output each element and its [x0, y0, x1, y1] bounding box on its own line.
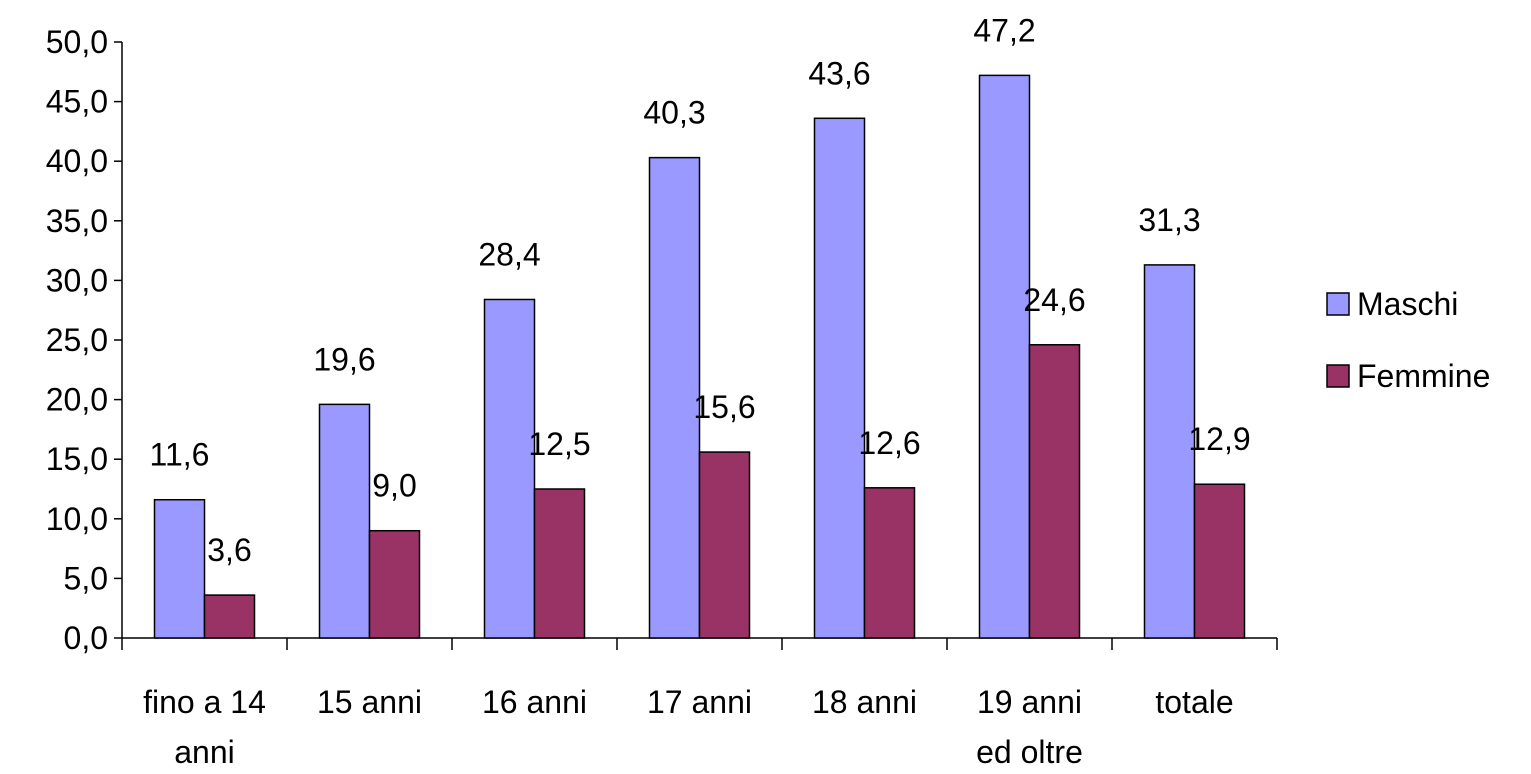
data-label-maschi: 43,6	[808, 55, 870, 91]
data-label-maschi: 28,4	[478, 236, 540, 272]
bar-maschi	[1143, 264, 1196, 639]
y-tick-label: 10,0	[46, 501, 108, 537]
data-label-femmine: 12,6	[858, 425, 920, 461]
bar-maschi	[813, 117, 866, 639]
x-axis: fino a 14 anni 15 anni 16 anni 17 anni 18 ann…	[121, 637, 1278, 770]
x-category-label: 18 anni	[812, 684, 917, 720]
y-tick-label: 40,0	[46, 143, 108, 179]
bar-femmine	[1193, 483, 1246, 639]
bar-maschi	[318, 403, 371, 639]
data-labels: 11,6 3,6 19,6 9,0 28,4 12,5 40,3 15,6 43,6 12,6 47…	[150, 12, 1251, 568]
x-category-label: totale	[1155, 684, 1233, 720]
y-tick-label: 25,0	[46, 322, 108, 358]
x-category-label: 19 anni	[977, 684, 1082, 720]
legend-label-maschi: Maschi	[1357, 286, 1458, 322]
data-label-femmine: 12,5	[528, 426, 590, 462]
y-tick-label: 20,0	[46, 382, 108, 418]
y-tick-label: 15,0	[46, 441, 108, 477]
bar-femmine	[203, 594, 256, 639]
bar-femmine	[698, 451, 751, 639]
y-tick-label: 45,0	[46, 84, 108, 120]
data-label-maschi: 47,2	[973, 12, 1035, 48]
x-category-label: 16 anni	[482, 684, 587, 720]
data-label-maschi: 40,3	[643, 95, 705, 131]
y-axis: 0,0 5,0 10,0 15,0 20,0 25,0 30,0 35,0 40,0 45,0 50…	[46, 24, 123, 656]
data-label-femmine: 9,0	[372, 468, 416, 504]
y-tick-label: 30,0	[46, 262, 108, 298]
y-tick-label: 0,0	[64, 620, 108, 656]
data-label-femmine: 24,6	[1023, 282, 1085, 318]
data-label-maschi: 19,6	[313, 341, 375, 377]
data-label-femmine: 12,9	[1188, 421, 1250, 457]
bar-maschi	[648, 156, 701, 639]
bar-maschi	[153, 498, 206, 639]
bar-femmine	[1028, 344, 1081, 639]
bar-maschi	[483, 298, 536, 639]
bars	[153, 74, 1246, 639]
y-tick-label: 50,0	[46, 24, 108, 60]
x-category-label: 15 anni	[317, 684, 422, 720]
x-category-label: anni	[174, 734, 235, 770]
data-label-maschi: 31,3	[1138, 202, 1200, 238]
x-category-label: 17 anni	[647, 684, 752, 720]
y-tick-label: 35,0	[46, 203, 108, 239]
legend-label-femmine: Femmine	[1357, 358, 1490, 394]
x-category-label: fino a 14	[143, 684, 266, 720]
legend-swatch-femmine	[1326, 364, 1350, 388]
data-label-femmine: 3,6	[207, 532, 251, 568]
legend-swatch-maschi	[1326, 292, 1350, 316]
data-label-maschi: 11,6	[150, 437, 210, 473]
bar-maschi	[978, 74, 1031, 639]
data-label-femmine: 15,6	[693, 389, 755, 425]
bar-femmine	[863, 487, 916, 639]
bar-femmine	[368, 529, 421, 639]
y-tick-label: 5,0	[64, 560, 108, 596]
legend: Maschi Femmine	[1326, 286, 1490, 394]
x-category-label: ed oltre	[976, 734, 1083, 770]
bar-femmine	[533, 488, 586, 639]
